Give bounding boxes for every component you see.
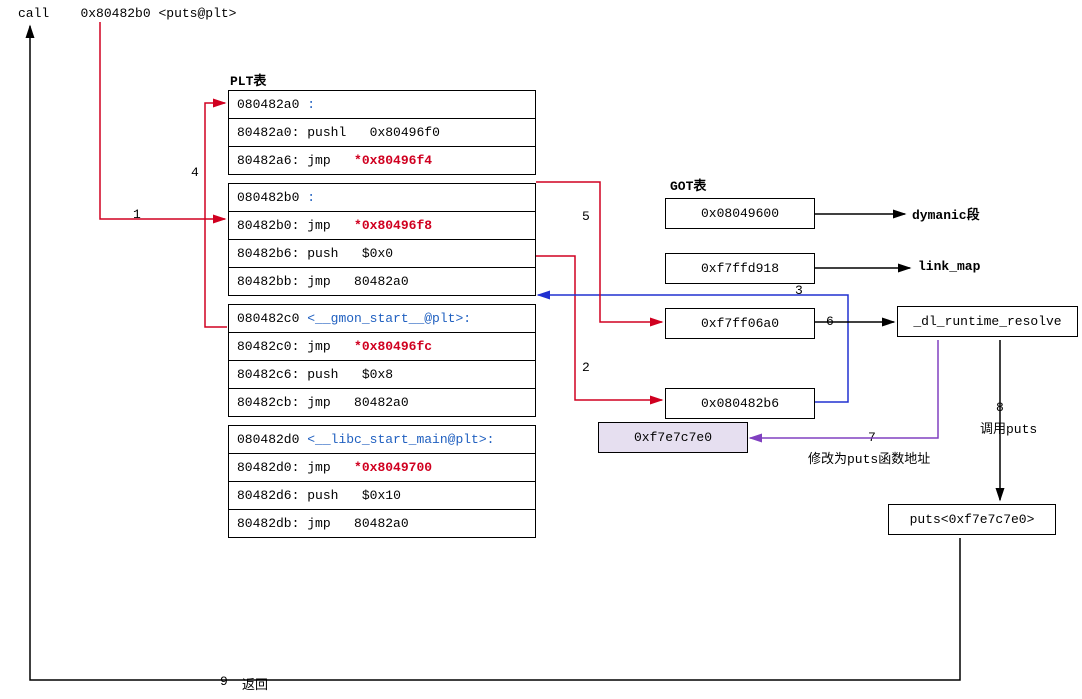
- plt-instruction: 80482db: jmp 80482a0: [228, 510, 536, 538]
- plt-instruction: 80482d6: push $0x10: [228, 482, 536, 510]
- label-linkmap: link_map: [918, 259, 980, 274]
- plt-instruction: 80482a6: jmp *0x80496f4: [228, 147, 536, 175]
- num-8n: 8: [996, 400, 1004, 415]
- num-9t: 返回: [242, 674, 268, 693]
- num-1: 1: [133, 207, 141, 222]
- num-7t: 修改为puts函数地址: [808, 448, 930, 467]
- puts-box: puts<0xf7e7c7e0>: [888, 504, 1056, 535]
- call-addr: 0x80482b0: [80, 6, 150, 21]
- label-dynamic: dymanic段: [912, 204, 980, 223]
- num-8t: 调用puts: [980, 418, 1037, 437]
- plt-header: 080482a0 :: [228, 90, 536, 119]
- num-4: 4: [191, 165, 199, 180]
- got-cell-1: 0xf7ffd918: [665, 253, 815, 284]
- num-2: 2: [582, 360, 590, 375]
- plt-header: 080482c0 <__gmon_start__@plt>:: [228, 304, 536, 333]
- plt-instruction: 80482bb: jmp 80482a0: [228, 268, 536, 296]
- plt-instruction: 80482a0: pushl 0x80496f0: [228, 119, 536, 147]
- plt-header: 080482d0 <__libc_start_main@plt>:: [228, 425, 536, 454]
- plt-table: 080482a0 :80482a0: pushl 0x80496f080482a…: [228, 90, 536, 538]
- num-7n: 7: [868, 430, 876, 445]
- got-cell-3: 0x080482b6: [665, 388, 815, 419]
- num-5: 5: [582, 209, 590, 224]
- call-instr: call: [18, 6, 49, 21]
- call-line: call 0x80482b0 <puts@plt>: [18, 6, 236, 21]
- num-3: 3: [795, 283, 803, 298]
- got-cell-0: 0x08049600: [665, 198, 815, 229]
- call-target: <puts@plt>: [158, 6, 236, 21]
- plt-instruction: 80482d0: jmp *0x8049700: [228, 454, 536, 482]
- plt-instruction: 80482c6: push $0x8: [228, 361, 536, 389]
- plt-instruction: 80482b0: jmp *0x80496f8: [228, 212, 536, 240]
- got-cell-2: 0xf7ff06a0: [665, 308, 815, 339]
- num-9n: 9: [220, 674, 228, 689]
- arrows-layer: [0, 0, 1082, 699]
- got-label: GOT表: [670, 175, 706, 194]
- plt-instruction: 80482c0: jmp *0x80496fc: [228, 333, 536, 361]
- num-6: 6: [826, 314, 834, 329]
- plt-label: PLT表: [230, 70, 266, 89]
- plt-header: 080482b0 :: [228, 183, 536, 212]
- got-cell-new: 0xf7e7c7e0: [598, 422, 748, 453]
- label-dlruntime: _dl_runtime_resolve: [897, 306, 1078, 337]
- plt-instruction: 80482cb: jmp 80482a0: [228, 389, 536, 417]
- plt-instruction: 80482b6: push $0x0: [228, 240, 536, 268]
